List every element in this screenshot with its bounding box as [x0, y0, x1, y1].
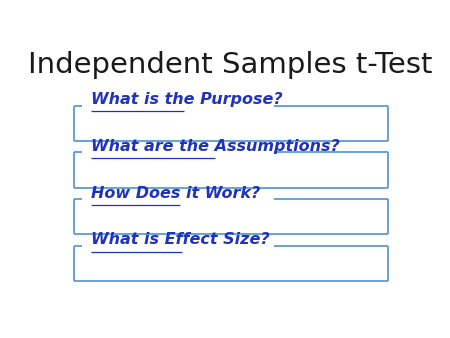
- Text: Independent Samples t-Test: Independent Samples t-Test: [28, 51, 433, 79]
- Text: What are the Assumptions?: What are the Assumptions?: [91, 139, 340, 154]
- Text: What is the Purpose?: What is the Purpose?: [91, 92, 283, 107]
- Text: What is Effect Size?: What is Effect Size?: [91, 233, 270, 247]
- Text: How Does it Work?: How Does it Work?: [91, 186, 261, 201]
